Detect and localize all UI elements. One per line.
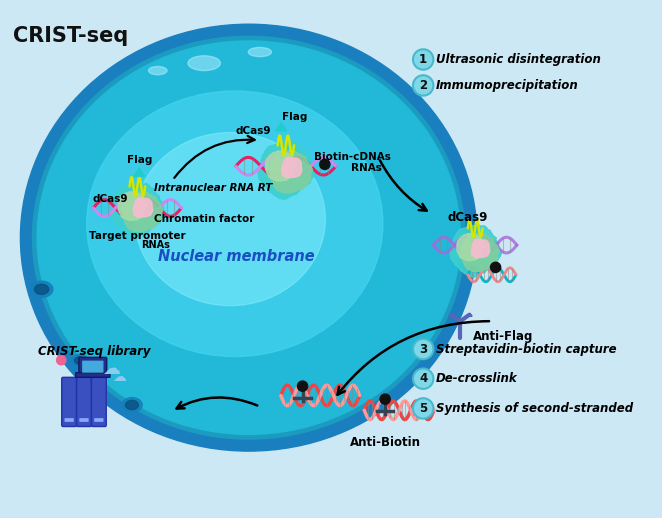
Text: 4: 4 [419,372,427,385]
Text: Immumoprecipitation: Immumoprecipitation [436,79,579,92]
Text: Ultrasonic disintegration: Ultrasonic disintegration [436,53,601,66]
Text: dCas9: dCas9 [448,211,488,224]
Ellipse shape [188,56,220,70]
Text: Biotin-cDNAs: Biotin-cDNAs [314,152,391,162]
Ellipse shape [37,41,460,435]
Text: Streptavidin-biotin capture: Streptavidin-biotin capture [436,342,617,355]
Ellipse shape [30,281,53,297]
Circle shape [491,262,500,272]
Text: 3: 3 [419,342,427,355]
Circle shape [413,75,434,96]
Text: Flag: Flag [126,155,152,165]
Polygon shape [457,233,484,261]
Text: Target promoter: Target promoter [89,231,186,241]
Ellipse shape [87,91,383,356]
Text: RNAs: RNAs [141,240,170,250]
FancyBboxPatch shape [79,357,107,376]
Ellipse shape [32,36,465,439]
Circle shape [320,159,330,169]
Text: 2: 2 [419,79,427,92]
Text: 1: 1 [419,53,427,66]
Polygon shape [265,151,295,181]
Text: Chromatin factor: Chromatin factor [154,214,254,224]
Polygon shape [281,157,302,178]
Ellipse shape [34,284,49,294]
Text: Anti-Flag: Anti-Flag [473,329,534,342]
Polygon shape [122,192,163,232]
Text: De-crosslink: De-crosslink [436,372,518,385]
Circle shape [413,368,434,389]
Text: ☁: ☁ [103,361,120,379]
Text: Intranuclear RNA RT: Intranuclear RNA RT [154,182,273,193]
Polygon shape [270,151,312,193]
Circle shape [413,398,434,419]
Circle shape [297,381,308,391]
Text: CRIST-seq library: CRIST-seq library [38,346,151,358]
Text: Flag: Flag [283,112,308,122]
FancyBboxPatch shape [75,372,110,377]
Ellipse shape [126,400,138,410]
Circle shape [380,394,390,404]
Polygon shape [134,168,144,177]
Text: dCas9: dCas9 [93,194,128,204]
Text: ☁: ☁ [112,370,126,384]
Ellipse shape [71,354,88,366]
Text: Anti-Biotin: Anti-Biotin [350,436,420,449]
Polygon shape [471,239,490,258]
Circle shape [413,339,434,359]
Circle shape [413,49,434,70]
Text: dCas9: dCas9 [236,126,271,136]
Text: Synthesis of second-stranded: Synthesis of second-stranded [436,402,634,415]
FancyBboxPatch shape [94,418,103,422]
FancyBboxPatch shape [64,418,73,422]
FancyBboxPatch shape [82,361,103,372]
Text: Nuclear membrane: Nuclear membrane [158,249,315,264]
Ellipse shape [21,24,477,451]
Polygon shape [111,183,165,238]
Ellipse shape [148,66,167,75]
Ellipse shape [75,357,85,364]
Polygon shape [118,192,146,220]
Polygon shape [450,225,502,277]
Circle shape [57,355,66,365]
Text: 5: 5 [419,402,427,415]
Polygon shape [461,234,499,271]
Ellipse shape [135,133,326,306]
FancyBboxPatch shape [62,377,77,426]
Ellipse shape [122,398,142,412]
FancyBboxPatch shape [91,377,107,426]
FancyBboxPatch shape [77,377,91,426]
Text: CRIST-seq: CRIST-seq [13,26,128,46]
Text: RNAs: RNAs [351,163,382,173]
Polygon shape [133,198,153,218]
FancyBboxPatch shape [79,418,89,422]
Ellipse shape [248,48,271,56]
Polygon shape [258,141,315,199]
Polygon shape [276,123,287,131]
